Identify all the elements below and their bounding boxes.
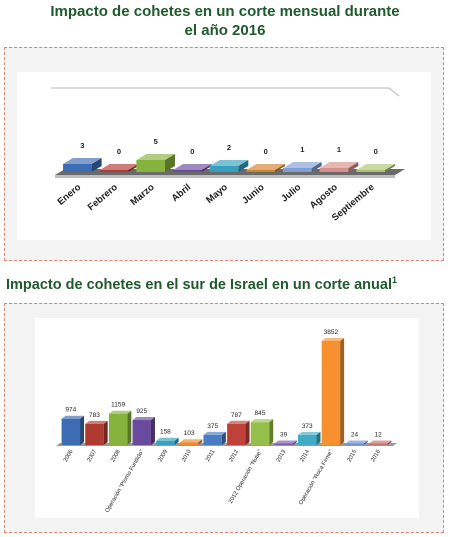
annual-data-label: 787	[231, 412, 242, 419]
annual-data-label: 39	[280, 432, 288, 439]
annual-data-label: 974	[65, 407, 76, 414]
monthly-chart: 3 Enero 0 Febrero 5 Marzo 0 Abril 2 Mayo 0 Junio 1 Ju…	[51, 87, 405, 224]
monthly-bar	[283, 162, 322, 172]
annual-bar	[345, 440, 368, 445]
annual-tick-label: 2013	[276, 449, 288, 463]
monthly-bar	[63, 158, 102, 172]
monthly-data-label: 1	[300, 145, 304, 154]
monthly-tick-label: Julio	[279, 182, 303, 205]
annual-title-footnote: 1	[392, 275, 398, 285]
annual-bar	[298, 431, 321, 445]
annual-chart-title: Impacto de cohetes en el sur de Israel e…	[6, 271, 446, 295]
monthly-tick-label: Abril	[170, 182, 194, 204]
annual-bar	[250, 419, 274, 445]
annual-bar	[227, 420, 250, 445]
monthly-data-label: 1	[337, 145, 341, 154]
annual-chart-panel: 974 2006 783 2007 1159 2008 925 Operación "Plom…	[4, 303, 444, 533]
annual-bar	[321, 338, 345, 445]
monthly-data-label: 2	[227, 143, 231, 152]
monthly-bar	[136, 154, 175, 172]
annual-data-label: 925	[136, 408, 147, 415]
monthly-data-label: 0	[117, 147, 121, 156]
annual-bar	[368, 440, 392, 445]
annual-tick-label: 2011	[205, 449, 216, 463]
monthly-bar	[356, 164, 395, 172]
monthly-tick-label: Febrero	[86, 182, 120, 213]
monthly-tick-label: Junio	[240, 182, 267, 207]
monthly-chart-title: Impacto de cohetes en un corte mensual d…	[0, 2, 450, 40]
annual-data-label: 158	[160, 429, 171, 436]
annual-tick-label: 2012	[228, 449, 240, 463]
annual-bar	[61, 415, 85, 445]
annual-title-text: Impacto de cohetes en el sur de Israel e…	[6, 276, 392, 293]
annual-data-label: 375	[207, 423, 218, 430]
annual-data-label: 845	[255, 410, 266, 417]
annual-tick-label: 2010	[181, 449, 193, 463]
annual-bar	[203, 431, 226, 445]
monthly-tick-label: Enero	[56, 182, 84, 208]
annual-bar	[156, 437, 179, 445]
monthly-chart-panel: 3 Enero 0 Febrero 5 Marzo 0 Abril 2 Mayo 0 Junio 1 Ju…	[4, 47, 444, 261]
monthly-data-label: 5	[154, 137, 158, 146]
monthly-gridline	[51, 87, 400, 97]
annual-tick-label: 2014	[299, 448, 311, 463]
annual-bar	[108, 410, 132, 445]
monthly-tick-label: Marzo	[128, 182, 156, 208]
annual-data-label: 783	[89, 412, 100, 419]
annual-data-label: 12	[375, 432, 383, 439]
annual-tick-label: 2006	[63, 449, 75, 463]
monthly-bar	[209, 160, 249, 172]
monthly-data-label: 0	[264, 147, 268, 156]
annual-bar	[85, 420, 108, 445]
monthly-title-line1: Impacto de cohetes en un corte mensual d…	[50, 3, 400, 20]
annual-bar	[274, 440, 297, 445]
monthly-tick-label: Agosto	[308, 182, 340, 212]
monthly-title-line2: el año 2016	[184, 22, 266, 39]
monthly-data-label: 0	[374, 147, 378, 156]
annual-data-label: 24	[351, 432, 359, 439]
annual-tick-label: 2016	[370, 449, 382, 463]
annual-chart-area: 974 2006 783 2007 1159 2008 925 Operación "Plom…	[35, 318, 419, 518]
annual-data-label: 3852	[324, 329, 339, 336]
monthly-floor-edge	[55, 175, 395, 178]
annual-data-label: 373	[302, 423, 313, 430]
monthly-chart-area: 3 Enero 0 Febrero 5 Marzo 0 Abril 2 Mayo 0 Junio 1 Ju…	[17, 72, 431, 240]
annual-data-label: 103	[184, 430, 195, 437]
monthly-bar	[319, 162, 359, 172]
monthly-bar	[246, 164, 285, 172]
annual-data-label: 1159	[111, 402, 125, 409]
monthly-bar	[99, 164, 139, 172]
monthly-bar	[173, 164, 212, 172]
annual-tick-label: 2009	[157, 449, 169, 463]
annual-bar	[179, 439, 203, 445]
annual-tick-label: 2007	[87, 449, 99, 463]
monthly-tick-label: Mayo	[204, 182, 230, 206]
annual-tick-label: 2015	[347, 449, 359, 463]
monthly-data-label: 0	[190, 147, 194, 156]
annual-bar	[132, 417, 155, 445]
monthly-data-label: 3	[80, 141, 84, 150]
annual-tick-label: 2008	[110, 449, 122, 463]
